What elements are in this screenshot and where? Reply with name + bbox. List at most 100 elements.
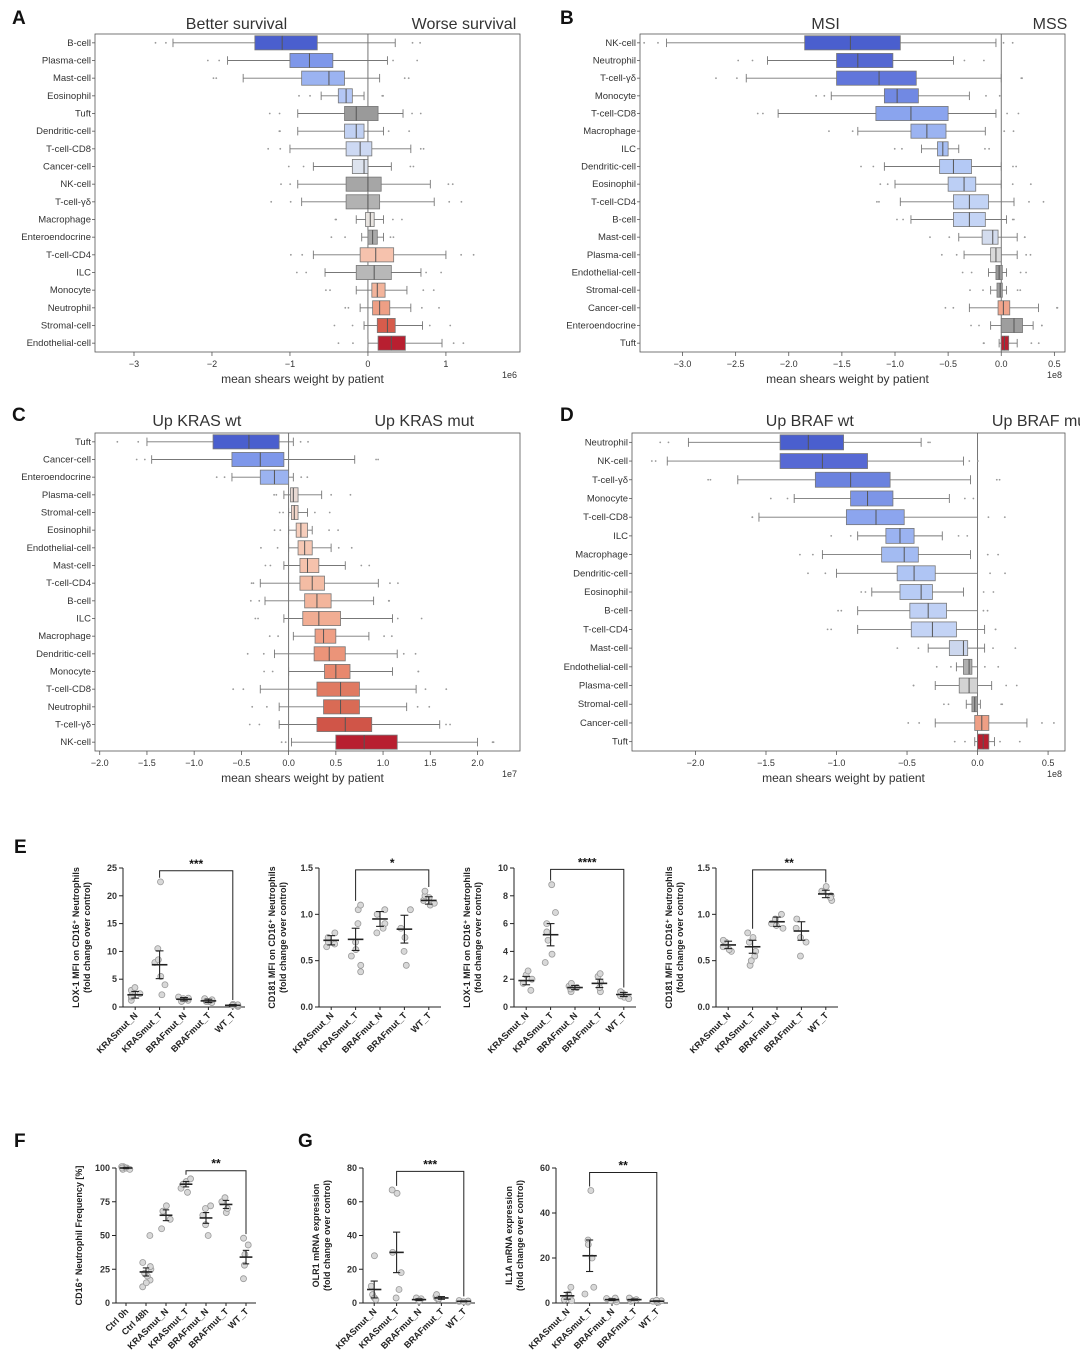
data-point (146, 1263, 154, 1270)
category-label: T-cell-CD8 (46, 684, 91, 695)
category-label: Mast-cell (53, 561, 91, 572)
x-tick-label: 0.0 (282, 758, 295, 768)
box-cancer-cell (231, 452, 285, 467)
outlier-point (440, 271, 443, 274)
box-ilc (302, 611, 341, 626)
box-monocyte (371, 282, 386, 298)
y-tick-label: 20 (347, 1264, 357, 1274)
box-tuft (212, 434, 280, 450)
x-tick-label: −1.5 (138, 758, 156, 768)
outlier-point (1041, 722, 1043, 724)
outlier-point (411, 41, 414, 44)
outlier-point (1012, 130, 1015, 133)
outlier-point (1006, 112, 1008, 115)
significance-bracket (396, 1170, 465, 1297)
outlier-point (643, 41, 646, 44)
category-label: T-cell-CD8 (583, 512, 628, 523)
category-label: Stromal-cell (578, 699, 628, 710)
outlier-point (472, 253, 475, 256)
category-label: Tuft (75, 437, 91, 448)
outlier-point (267, 147, 270, 150)
y-axis-label: IL1A mRNA expression (504, 1186, 514, 1285)
panel-letter: C (12, 405, 26, 426)
y-tick-label: 4 (503, 946, 508, 956)
data-point (397, 924, 405, 932)
outlier-point (964, 740, 966, 743)
outlier-point (811, 553, 814, 556)
y-tick-label: 40 (347, 1231, 357, 1241)
outlier-point (654, 460, 657, 462)
y-axis-label-sub: (fold change over control) (675, 882, 685, 993)
outlier-point (389, 236, 392, 239)
data-point (596, 970, 604, 978)
outlier-point (961, 271, 964, 274)
outlier-point (1004, 572, 1006, 575)
significance-stars: ** (619, 1159, 629, 1173)
outlier-point (416, 59, 419, 62)
y-tick-label: 60 (347, 1197, 357, 1207)
data-point (158, 1225, 166, 1233)
outlier-point (301, 253, 304, 256)
significance-bracket (752, 869, 827, 929)
box-t-cell-cd4 (953, 194, 989, 210)
box-b-cell (254, 35, 318, 51)
outlier-point (912, 684, 915, 687)
y-tick-label: 2 (503, 974, 508, 984)
outlier-point (953, 740, 956, 743)
outlier-point (428, 705, 431, 708)
x-axis-label: mean shears weight by patient (766, 372, 929, 386)
data-point (240, 1275, 247, 1283)
outlier-point (786, 497, 789, 500)
data-point (163, 1202, 170, 1210)
x-tick-label: −1.5 (833, 359, 851, 369)
outlier-point (258, 723, 261, 726)
data-point (548, 950, 556, 958)
data-point (793, 915, 801, 923)
category-label: Neutrophil (585, 437, 628, 448)
box-cancer-cell (351, 159, 369, 174)
outlier-point (1029, 183, 1032, 186)
outlier-point (851, 130, 854, 133)
box-eosinophil (947, 176, 977, 192)
outlier-point (957, 534, 960, 537)
outlier-point (451, 183, 454, 186)
outlier-point (449, 324, 452, 327)
outlier-point (381, 94, 384, 97)
outlier-point (279, 147, 282, 150)
category-label: Endothelial-cell (564, 662, 628, 673)
outlier-point (277, 635, 280, 638)
outlier-point (1016, 289, 1019, 292)
data-point (161, 981, 169, 989)
outlier-point (250, 582, 253, 585)
category-label: Plasma-cell (587, 250, 636, 261)
box-t-cell (316, 717, 373, 732)
outlier-point (165, 41, 167, 44)
outlier-point (828, 130, 830, 133)
outlier-point (425, 271, 428, 274)
outlier-point (313, 511, 316, 514)
outlier-point (397, 582, 399, 585)
outlier-point (409, 165, 412, 168)
outlier-point (251, 705, 254, 708)
category-label: Cancer-cell (43, 162, 91, 173)
outlier-point (650, 460, 653, 462)
outlier-point (282, 511, 284, 514)
category-label: Plasma-cell (42, 56, 91, 67)
category-label: B-cell (612, 215, 636, 226)
data-point (797, 952, 804, 960)
outlier-point (807, 572, 809, 575)
panel-g1: G 0 20 40 60 80 OLR1 mRNA expression (fold chan… (298, 1131, 475, 1351)
panel-letter: B (560, 8, 574, 29)
outlier-point (860, 591, 863, 593)
data-point (407, 906, 414, 914)
outlier-point (401, 218, 403, 221)
data-point (244, 1241, 252, 1249)
x-tick-label: −2.0 (91, 758, 109, 768)
data-point (202, 1205, 209, 1212)
category-label: B-cell (604, 606, 628, 617)
outlier-point (876, 200, 878, 203)
category-label: Dendritic-cell (581, 162, 636, 173)
outlier-point (324, 289, 327, 292)
outlier-point (864, 591, 867, 593)
outlier-point (886, 183, 889, 186)
